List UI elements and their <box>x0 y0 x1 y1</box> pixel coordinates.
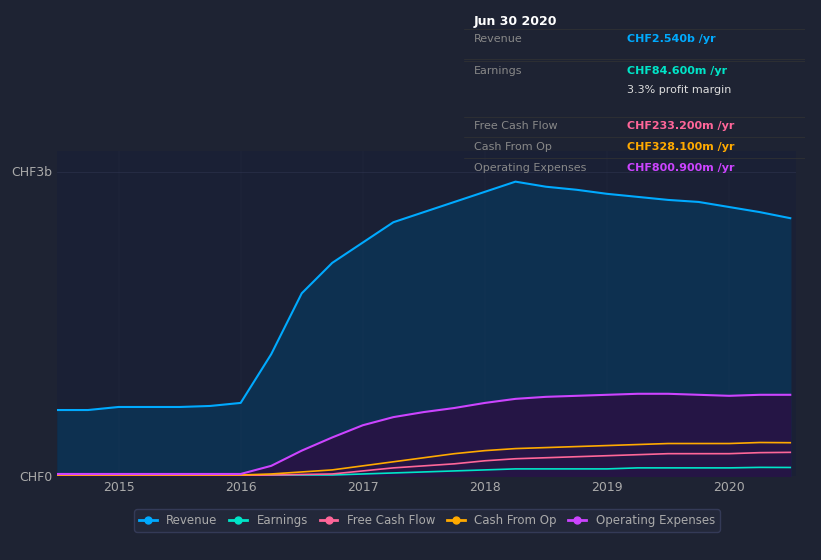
Legend: Revenue, Earnings, Free Cash Flow, Cash From Op, Operating Expenses: Revenue, Earnings, Free Cash Flow, Cash … <box>135 510 719 532</box>
Text: CHF233.200m /yr: CHF233.200m /yr <box>627 122 735 131</box>
Text: CHF800.900m /yr: CHF800.900m /yr <box>627 163 735 173</box>
Text: CHF84.600m /yr: CHF84.600m /yr <box>627 66 727 76</box>
Text: Free Cash Flow: Free Cash Flow <box>474 122 557 131</box>
Text: Earnings: Earnings <box>474 66 523 76</box>
Text: Revenue: Revenue <box>474 34 523 44</box>
Text: Cash From Op: Cash From Op <box>474 142 552 152</box>
Text: CHF328.100m /yr: CHF328.100m /yr <box>627 142 735 152</box>
Text: CHF2.540b /yr: CHF2.540b /yr <box>627 34 716 44</box>
Text: 3.3% profit margin: 3.3% profit margin <box>627 86 732 95</box>
Text: Jun 30 2020: Jun 30 2020 <box>474 15 557 28</box>
Text: Operating Expenses: Operating Expenses <box>474 163 586 173</box>
